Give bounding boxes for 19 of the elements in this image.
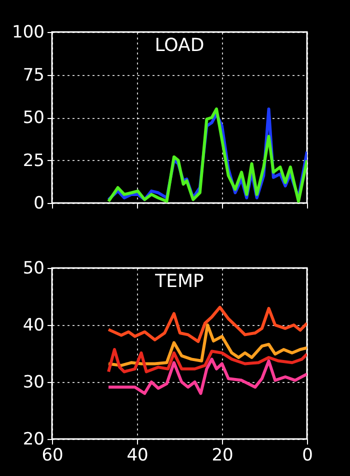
y-tick-label: 75 [22,65,44,86]
line-series [107,306,307,344]
y-tick-label: 100 [12,22,44,42]
x-tick-label: 60 [42,446,64,466]
line-series [107,358,307,395]
line-series [107,348,307,374]
y-tick-label: 25 [22,150,44,171]
y-tick-label: 40 [22,316,44,336]
y-tick-label: 0 [34,194,44,214]
y-tick-label: 50 [22,108,44,128]
y-tick-label: 30 [22,372,44,392]
y-tick-label: 20 [22,430,44,450]
x-tick-label: 40 [126,446,148,466]
x-tick-label: 20 [212,446,234,466]
line-series [107,324,307,367]
chart-title: TEMP [154,271,204,292]
x-tick-label: 0 [302,446,313,466]
y-tick-label: 50 [22,258,44,278]
chart-title: LOAD [154,35,204,56]
